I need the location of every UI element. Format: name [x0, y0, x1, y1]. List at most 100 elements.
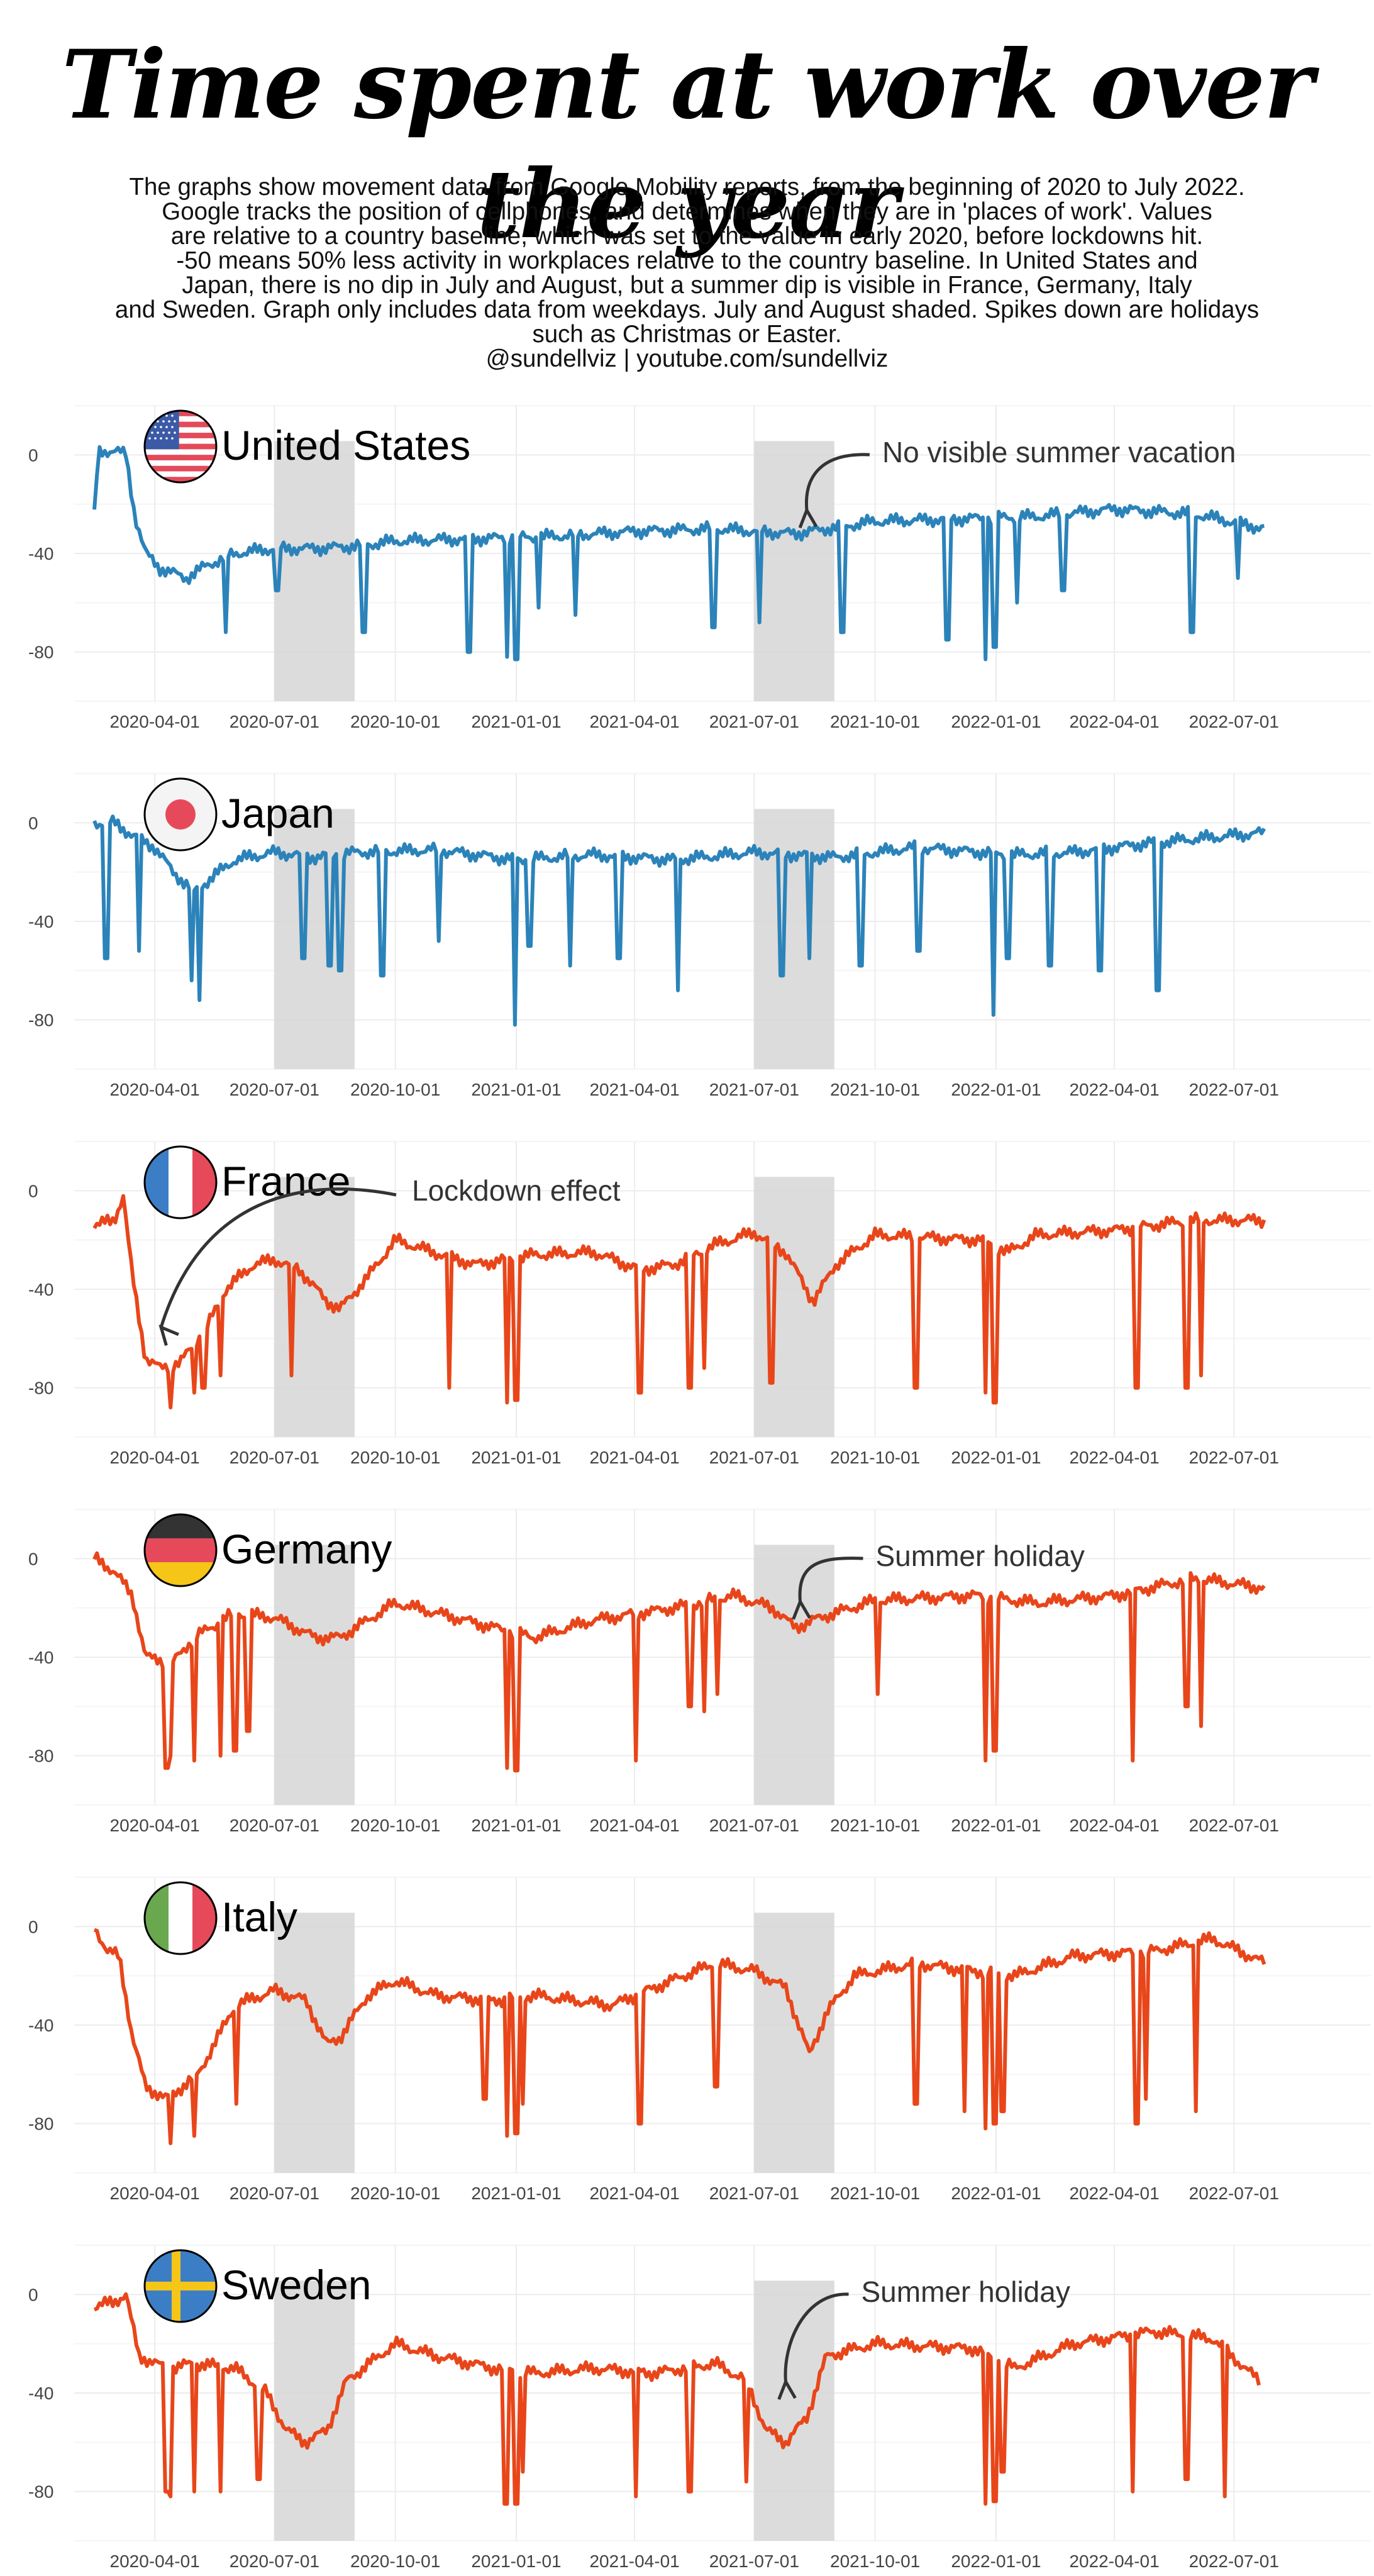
country-label: France	[221, 1158, 350, 1204]
x-tick-label: 2020-07-01	[230, 1816, 319, 1835]
series-line	[92, 445, 1265, 662]
annotation-arrow	[159, 1187, 397, 1328]
y-tick-label: -80	[28, 643, 53, 662]
x-tick-label: 2020-10-01	[350, 1816, 440, 1835]
x-tick-label: 2022-07-01	[1189, 1816, 1279, 1835]
x-tick-label: 2021-01-01	[471, 712, 561, 731]
x-tick-label: 2020-07-01	[230, 1080, 319, 1099]
x-tick-label: 2022-01-01	[951, 1448, 1041, 1467]
chart-panel-france: 0 -40 -80 2020-04-01 2020-07-01 2020-10-01 202…	[28, 1141, 1371, 1467]
x-tick-label: 2020-04-01	[110, 2551, 200, 2571]
x-tick-label: 2020-07-01	[230, 2551, 319, 2571]
summer-shade	[274, 1177, 355, 1437]
chart-panel-italy: 0 -40 -80 2020-04-01 2020-07-01 2020-10-01 202…	[28, 1877, 1371, 2203]
x-tick-label: 2021-04-01	[589, 2184, 679, 2203]
x-tick-label: 2022-01-01	[951, 1080, 1041, 1099]
y-tick-label: -80	[28, 1379, 53, 1398]
x-tick-label: 2021-01-01	[471, 1816, 561, 1835]
summer-shade	[754, 1913, 834, 2173]
chart-panel-united-states: 0 -40 -80 2020-04-01 2020-07-01 2020-10-01 202…	[28, 405, 1371, 731]
x-tick-label: 2021-04-01	[589, 2551, 679, 2571]
summer-shade	[754, 1545, 834, 1805]
x-tick-label: 2020-10-01	[350, 2551, 440, 2571]
x-tick-label: 2022-04-01	[1069, 1816, 1159, 1835]
flag-fr-icon	[145, 1146, 216, 1218]
annotation-text: Lockdown effect	[412, 1174, 621, 1207]
x-tick-label: 2021-01-01	[471, 1080, 561, 1099]
summer-shade	[754, 2280, 834, 2541]
series-line	[92, 1194, 1266, 1409]
summer-shade	[274, 2280, 355, 2541]
x-tick-label: 2021-10-01	[830, 712, 920, 731]
flag-border	[143, 409, 218, 484]
arrow-head	[158, 1324, 179, 1346]
x-tick-label: 2021-07-01	[709, 1080, 799, 1099]
x-tick-label: 2021-07-01	[709, 712, 799, 731]
y-tick-label: 0	[28, 813, 38, 833]
x-tick-label: 2022-04-01	[1069, 1080, 1159, 1099]
subtitle-line: are relative to a country baseline, whic…	[170, 223, 1204, 250]
x-tick-label: 2022-07-01	[1189, 1080, 1279, 1099]
annotation: No visible summer vacation	[798, 436, 1236, 529]
annotation-text: No visible summer vacation	[882, 436, 1236, 469]
country-label: United States	[221, 422, 470, 469]
chart-panel-japan: 0 -40 -80 2020-04-01 2020-07-01 2020-10-01 202…	[28, 773, 1371, 1099]
x-tick-label: 2021-01-01	[471, 2551, 561, 2571]
x-tick-label: 2021-01-01	[471, 2184, 561, 2203]
chart-panel-sweden: 0 -40 -80 2020-04-01 2020-07-01 2020-10-01 202…	[28, 2245, 1371, 2571]
annotation-arrow	[784, 2292, 849, 2382]
x-tick-label: 2021-07-01	[709, 1816, 799, 1835]
y-tick-label: -40	[28, 1280, 53, 1299]
y-tick-label: -40	[28, 2384, 53, 2403]
x-tick-label: 2022-07-01	[1189, 2184, 1279, 2203]
x-tick-label: 2021-10-01	[830, 1080, 920, 1099]
flag-se-icon	[145, 2250, 216, 2322]
y-tick-label: 0	[28, 2285, 38, 2304]
y-tick-label: -80	[28, 2482, 53, 2502]
x-tick-label: 2020-04-01	[110, 1816, 200, 1835]
x-tick-label: 2022-04-01	[1069, 1448, 1159, 1467]
y-tick-label: -40	[28, 544, 53, 564]
flag-border	[143, 777, 218, 852]
annotation: Summer holiday	[777, 2275, 1070, 2401]
subtitle-line: Google tracks the position of cellphones…	[162, 198, 1212, 225]
country-label: Sweden	[221, 2262, 372, 2308]
country-label: Germany	[221, 1526, 392, 1572]
x-tick-label: 2020-10-01	[350, 1080, 440, 1099]
x-tick-label: 2020-10-01	[350, 2184, 440, 2203]
series-line	[92, 1551, 1266, 1773]
x-tick-label: 2020-04-01	[110, 2184, 200, 2203]
page-title: Time spent at work over the year	[61, 30, 1314, 260]
x-tick-label: 2021-04-01	[589, 1816, 679, 1835]
summer-shade	[754, 441, 834, 701]
country-label: Japan	[221, 790, 335, 836]
subtitle-line: The graphs show movement data from Googl…	[129, 174, 1245, 201]
x-tick-label: 2020-10-01	[350, 712, 440, 731]
subtitle-line: and Sweden. Graph only includes data fro…	[114, 296, 1260, 323]
flag-border	[143, 2249, 218, 2323]
x-tick-label: 2021-10-01	[830, 2184, 920, 2203]
x-tick-label: 2022-04-01	[1069, 2551, 1159, 2571]
x-tick-label: 2021-07-01	[709, 2551, 799, 2571]
summer-shade	[754, 1177, 834, 1437]
chart-panel-germany: 0 -40 -80 2020-04-01 2020-07-01 2020-10-01 202…	[28, 1509, 1371, 1835]
x-tick-label: 2020-04-01	[110, 712, 200, 731]
subtitle-line: -50 means 50% less activity in workplace…	[176, 247, 1198, 274]
x-tick-label: 2021-10-01	[830, 1816, 920, 1835]
annotation-text: Summer holiday	[875, 1540, 1084, 1572]
x-tick-label: 2022-04-01	[1069, 2184, 1159, 2203]
country-label: Italy	[221, 1894, 297, 1940]
credit-line: @sundellviz | youtube.com/sundellviz	[485, 345, 889, 372]
x-tick-label: 2020-07-01	[230, 712, 319, 731]
subtitle: The graphs show movement data from Googl…	[63, 175, 1311, 371]
x-tick-label: 2021-04-01	[589, 1448, 679, 1467]
flag-border	[143, 1513, 218, 1587]
x-tick-label: 2021-04-01	[589, 1080, 679, 1099]
y-tick-label: -80	[28, 2114, 53, 2134]
series-line	[93, 2292, 1261, 2506]
x-tick-label: 2021-07-01	[709, 1448, 799, 1467]
x-tick-label: 2021-07-01	[709, 2184, 799, 2203]
x-tick-label: 2022-01-01	[951, 1816, 1041, 1835]
annotation: Summer holiday	[792, 1540, 1085, 1620]
